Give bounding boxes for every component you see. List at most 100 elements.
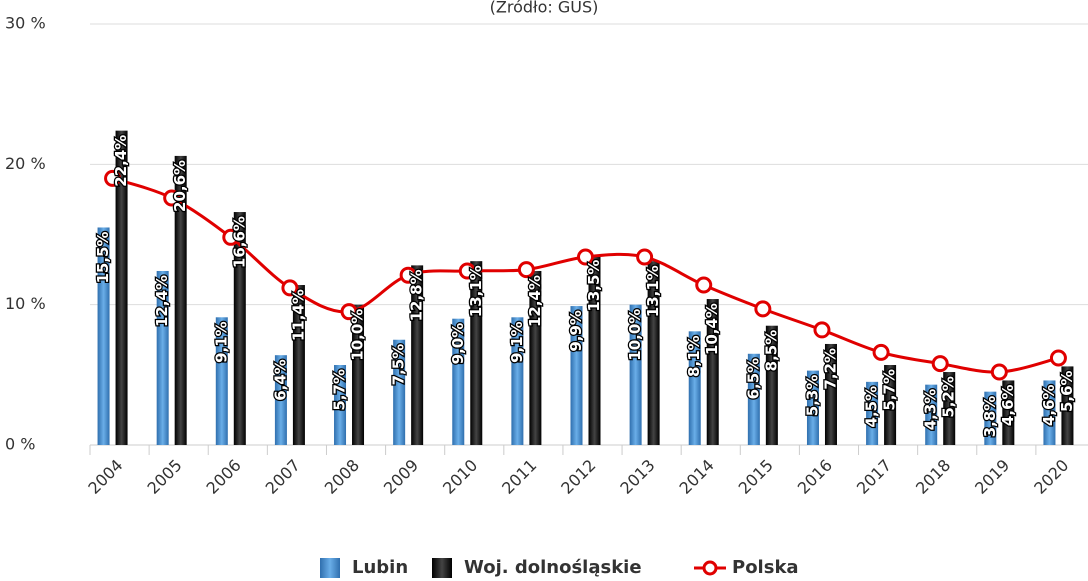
value-label: 8,1% <box>685 335 703 377</box>
bar <box>529 270 542 445</box>
y-tick-label: 20 % <box>5 154 46 173</box>
line-point <box>222 228 240 246</box>
bar <box>925 384 938 445</box>
value-label: 9,1% <box>508 321 526 363</box>
bar <box>411 265 424 445</box>
value-label: 5,7% <box>881 369 899 411</box>
line-point <box>1049 349 1067 367</box>
bar <box>233 212 246 445</box>
bar <box>115 130 128 446</box>
bar <box>747 353 760 445</box>
x-tick-label: 2008 <box>321 456 363 498</box>
bar <box>688 331 701 445</box>
x-tick-label: 2012 <box>557 456 599 498</box>
x-tick-label: 2016 <box>794 456 836 498</box>
value-label: 3,8% <box>981 396 999 438</box>
bar <box>629 304 642 445</box>
y-tick-label: 30 % <box>5 14 46 33</box>
bar <box>1002 380 1015 445</box>
line-point <box>340 303 358 321</box>
value-label: 5,2% <box>940 376 958 418</box>
value-label: 12,4% <box>153 275 171 327</box>
x-tick-label: 2011 <box>498 456 540 498</box>
value-label: 12,8% <box>408 269 426 321</box>
x-tick-label: 2014 <box>676 456 718 498</box>
value-label: 11,4% <box>289 289 307 341</box>
value-label: 20,6% <box>171 160 189 212</box>
x-tick-label: 2006 <box>203 456 245 498</box>
value-label: 7,2% <box>821 348 839 390</box>
line-point <box>104 169 122 187</box>
chart-subtitle: (Źródło: GUS) <box>490 0 599 17</box>
bar <box>1061 366 1074 445</box>
bar <box>452 318 465 445</box>
value-label: 13,5% <box>585 260 603 312</box>
bar <box>866 381 879 445</box>
value-label: 7,5% <box>390 344 408 386</box>
bar <box>570 306 583 445</box>
value-label: 8,5% <box>762 330 780 372</box>
line-point <box>517 261 535 279</box>
line-point <box>163 189 181 207</box>
value-label: 4,5% <box>863 386 881 428</box>
line-point <box>990 363 1008 381</box>
bar <box>765 325 778 445</box>
line-point <box>636 248 654 266</box>
y-tick-label: 10 % <box>5 294 46 313</box>
bar <box>292 285 305 445</box>
x-tick-label: 2013 <box>616 456 658 498</box>
legend-swatch <box>320 558 340 578</box>
value-label: 13,1% <box>467 265 485 317</box>
value-label: 22,4% <box>112 135 130 187</box>
value-label: 6,5% <box>744 358 762 400</box>
line-point <box>872 343 890 361</box>
value-label: 4,6% <box>1040 384 1058 426</box>
bar <box>884 365 897 445</box>
x-tick-label: 2010 <box>439 456 481 498</box>
value-label: 9,0% <box>449 323 467 365</box>
bar <box>156 270 169 445</box>
x-tick-label: 2018 <box>912 456 954 498</box>
bar <box>174 155 187 445</box>
bar <box>215 317 228 445</box>
legend-label: Woj. dolnośląskie <box>464 557 642 578</box>
value-label: 4,3% <box>922 389 940 431</box>
value-label: 10,0% <box>626 309 644 361</box>
bar <box>706 299 719 445</box>
line-point <box>399 266 417 284</box>
line-point <box>577 248 594 266</box>
bar <box>647 261 660 445</box>
bar <box>352 304 365 445</box>
bar <box>334 365 347 445</box>
bar <box>470 261 483 445</box>
line-point <box>754 300 772 318</box>
value-label: 16,6% <box>230 216 248 268</box>
line-point <box>931 355 949 373</box>
x-tick-label: 2005 <box>143 456 185 498</box>
bar <box>984 391 997 445</box>
legend-swatch <box>702 560 718 576</box>
value-label: 6,4% <box>271 359 289 401</box>
line-point <box>813 321 831 339</box>
bar <box>824 343 837 445</box>
x-tick-label: 2004 <box>84 456 126 498</box>
value-label: 9,1% <box>212 321 230 363</box>
value-label: 15,5% <box>94 231 112 283</box>
line-point <box>281 279 299 297</box>
bar <box>511 317 524 445</box>
bar <box>393 339 406 445</box>
value-label: 9,9% <box>567 310 585 352</box>
line-point <box>458 262 476 280</box>
value-label: 10,4% <box>703 303 721 355</box>
x-tick-label: 2015 <box>735 456 777 498</box>
x-tick-label: 2019 <box>971 456 1013 498</box>
legend-label: Lubin <box>352 557 408 578</box>
y-tick-label: 0 % <box>5 435 35 454</box>
x-tick-label: 2009 <box>380 456 422 498</box>
x-tick-label: 2007 <box>262 456 304 498</box>
value-label: 5,7% <box>331 369 349 411</box>
value-label: 5,3% <box>803 375 821 417</box>
value-label: 13,1% <box>644 265 662 317</box>
value-label: 12,4% <box>526 275 544 327</box>
